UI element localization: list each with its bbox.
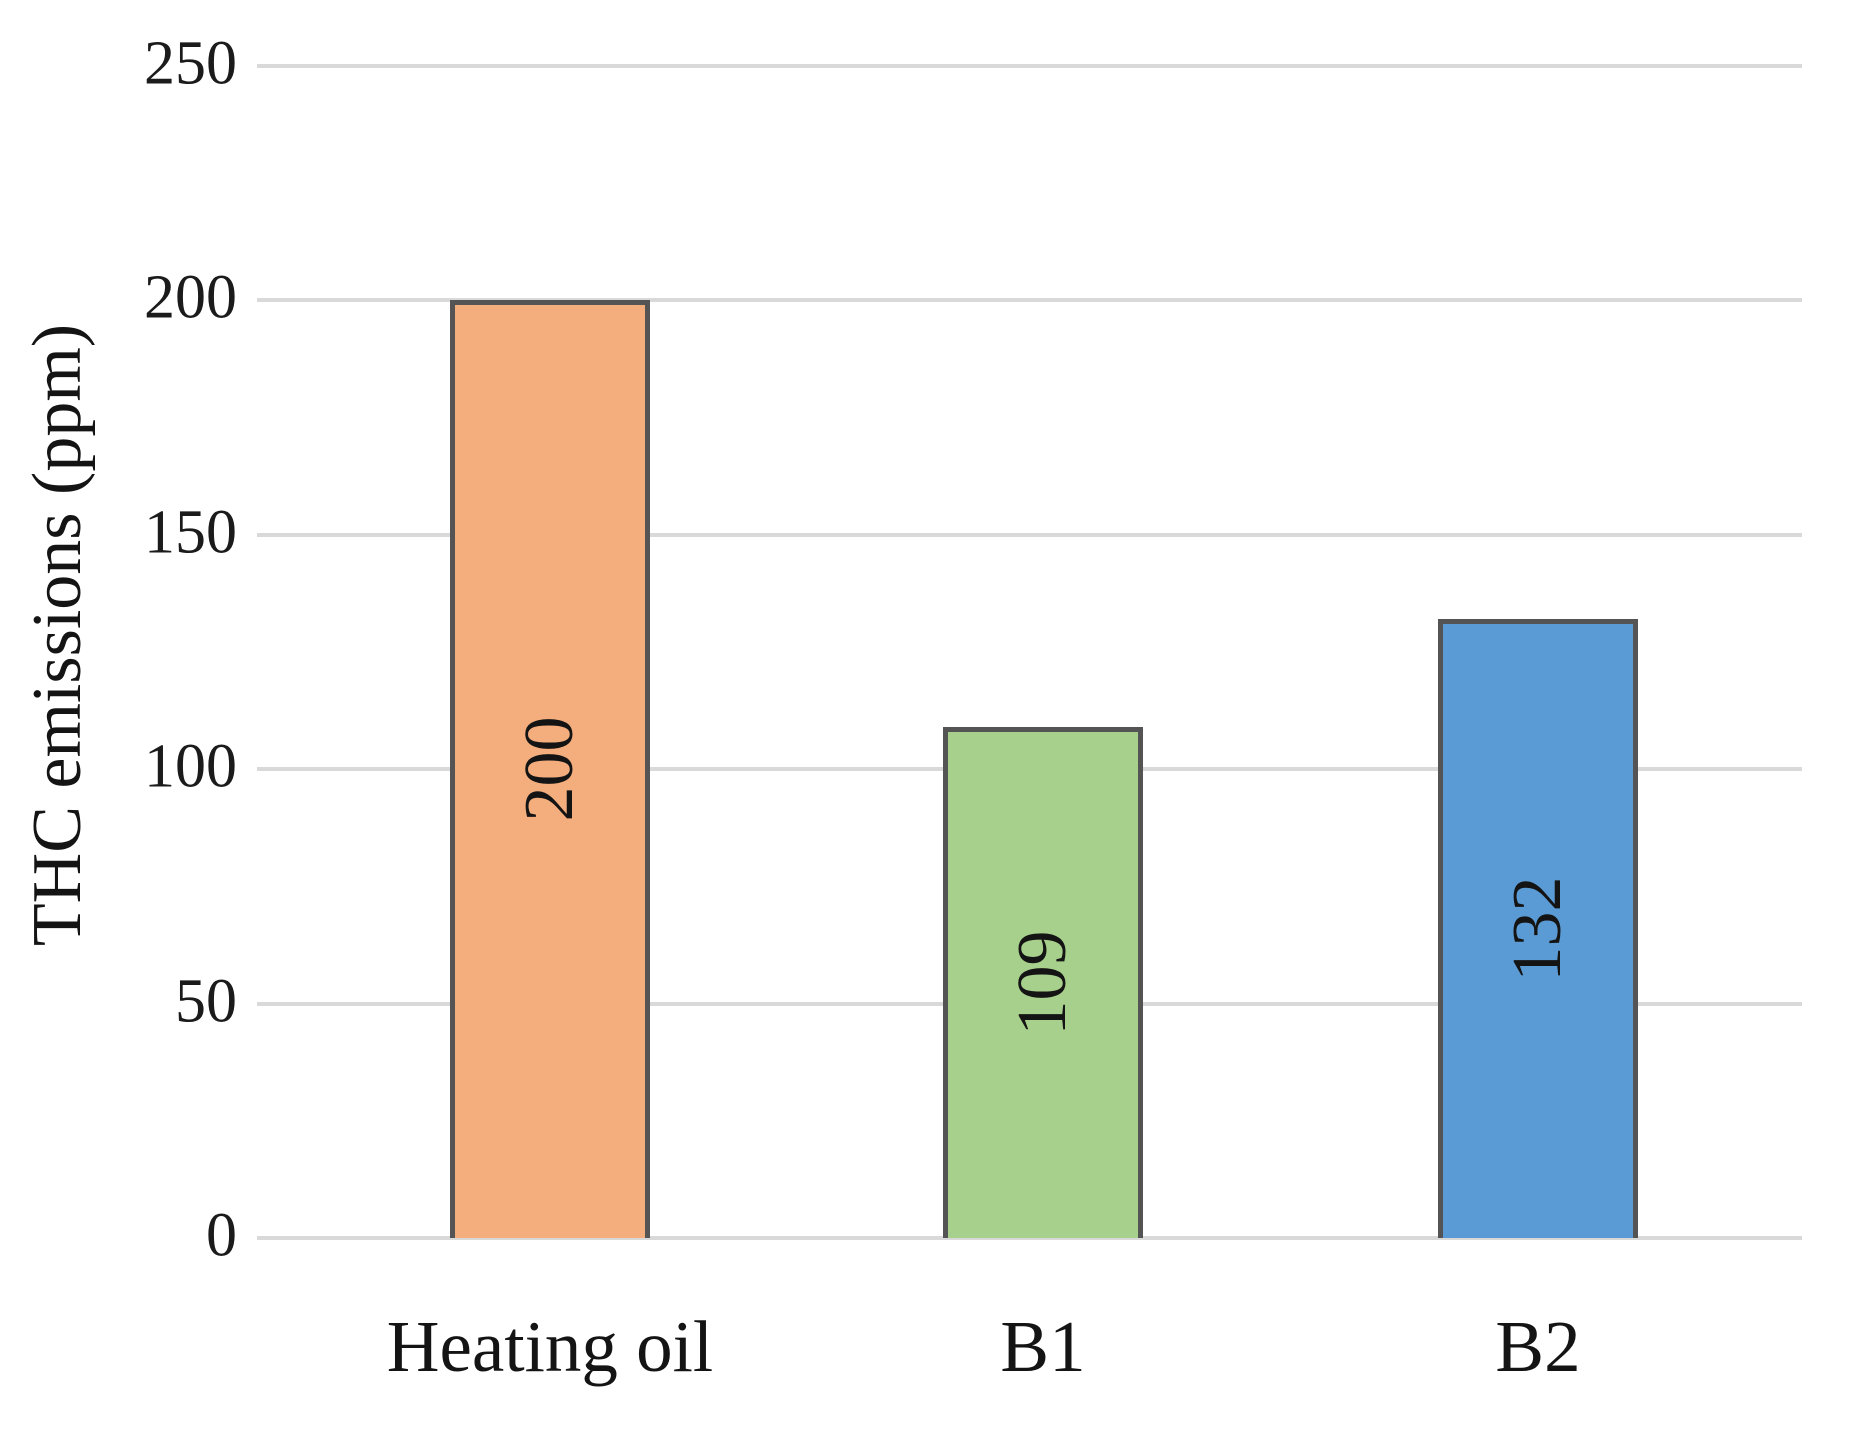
bar-data-label: 200: [511, 716, 588, 822]
y-tick-label: 150: [144, 498, 237, 567]
bar-b2: [1438, 619, 1638, 1238]
y-tick-label: 50: [175, 967, 237, 1036]
gridline: [257, 532, 1802, 537]
gridline: [257, 298, 1802, 303]
bar-data-label: 132: [1499, 876, 1576, 982]
y-axis-title: THC emissions (ppm): [19, 323, 96, 947]
y-tick-label: 200: [144, 263, 237, 332]
x-category-label: Heating oil: [386, 1306, 714, 1387]
bar-heating-oil: [450, 300, 650, 1238]
y-tick-label: 250: [144, 29, 237, 98]
bar-data-label: 109: [1004, 930, 1081, 1035]
x-category-label: B2: [1495, 1306, 1581, 1387]
gridline: [257, 1236, 1802, 1240]
y-tick-label: 100: [144, 732, 237, 801]
bar-b1: [943, 727, 1143, 1238]
y-tick-label: 0: [206, 1201, 237, 1270]
gridline: [257, 64, 1802, 68]
x-category-label: B1: [1000, 1306, 1086, 1387]
